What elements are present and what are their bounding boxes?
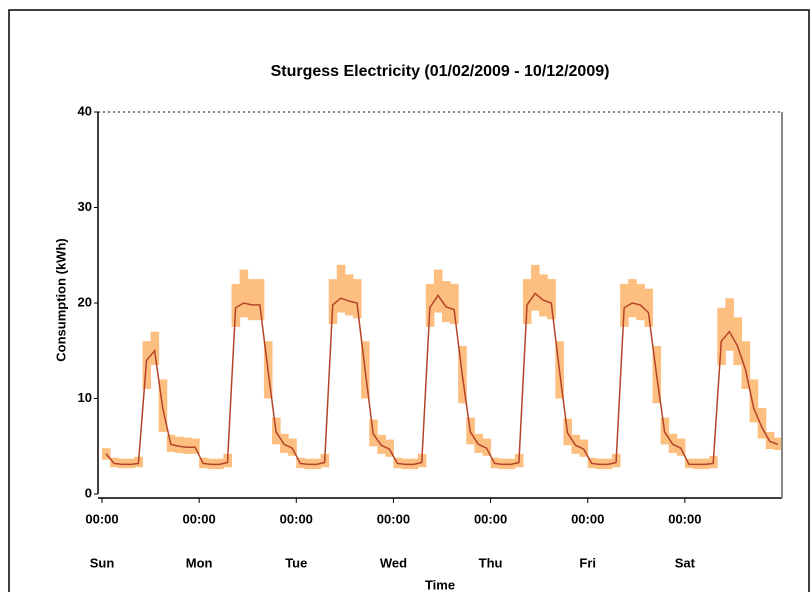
range-band [482, 438, 492, 456]
x-tick-day: Sat [675, 555, 696, 570]
range-band [118, 458, 127, 469]
x-tick-day: Mon [186, 555, 213, 570]
median-line [105, 292, 779, 466]
x-tick-day: Sun [90, 555, 115, 570]
range-band [749, 379, 759, 423]
range-band [352, 279, 362, 319]
range-band [191, 438, 200, 454]
x-tick-label: 00:00 [571, 511, 604, 526]
y-tick-label: 30 [78, 199, 92, 214]
x-tick-day: Fri [579, 555, 596, 570]
y-tick-label: 10 [78, 390, 92, 405]
range-band [336, 264, 346, 313]
x-axis-label: Time [425, 577, 455, 592]
range-band [676, 438, 686, 456]
y-tick-label: 20 [78, 294, 92, 309]
range-band [579, 439, 589, 457]
y-tick-label: 40 [78, 103, 92, 118]
range-band [741, 341, 751, 389]
y-axis-label: Consumption (kWh) [53, 238, 68, 361]
range-band [110, 457, 119, 468]
x-tick-label: 00:00 [85, 511, 118, 526]
range-band [344, 274, 354, 316]
range-band [239, 269, 249, 318]
range-band [182, 437, 192, 454]
x-tick-label: 00:00 [183, 511, 216, 526]
range-band [628, 279, 637, 318]
chart-title: Sturgess Electricity (01/02/2009 - 10/12… [271, 63, 610, 80]
range-band [328, 279, 338, 325]
range-band [547, 279, 556, 320]
range-band [733, 317, 743, 366]
range-band [717, 307, 726, 366]
range-band [620, 283, 629, 327]
range-band [150, 331, 160, 366]
range-band [425, 283, 435, 327]
range-band [255, 279, 265, 321]
range-band [126, 458, 135, 469]
range-band [442, 281, 451, 323]
frame [8, 9, 810, 592]
range-band [288, 438, 297, 456]
x-tick-day: Tue [285, 555, 307, 570]
range-band [636, 283, 645, 321]
x-tick-label: 00:00 [474, 511, 507, 526]
x-tick-label: 00:00 [668, 511, 701, 526]
range-band [644, 288, 653, 327]
range-band [231, 283, 241, 327]
x-tick-day: Wed [380, 555, 407, 570]
x-tick-day: Thu [479, 555, 503, 570]
range-band [450, 283, 459, 325]
range-band [247, 279, 257, 321]
x-tick-label: 00:00 [280, 511, 313, 526]
range-band [757, 408, 767, 439]
range-band [522, 279, 532, 325]
x-tick-label: 00:00 [377, 511, 410, 526]
range-band [539, 274, 548, 317]
range-band [433, 269, 443, 313]
range-band [725, 298, 734, 351]
range-band [531, 264, 540, 311]
range-band [773, 437, 783, 451]
range-band [174, 436, 184, 453]
range-band [377, 434, 386, 454]
range-band [385, 439, 394, 457]
y-tick-label: 0 [85, 485, 92, 500]
